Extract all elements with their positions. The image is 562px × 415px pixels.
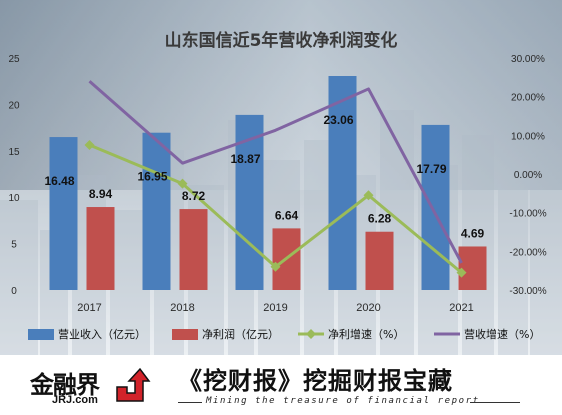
legend-label: 净利增速（%）	[328, 327, 404, 341]
bar-data-label: 17.79	[416, 162, 446, 176]
slogan-subtitle: Mining the treasure of financial report	[206, 396, 480, 406]
chart-panel: 山东国信近5年营收净利润变化 0 5 10 15 20 25 -30.00% -20.00%…	[0, 0, 562, 355]
bar	[86, 207, 115, 290]
brand-url: JRJ.com	[52, 394, 98, 406]
bar-data-label: 6.64	[275, 208, 299, 222]
right-tick-label: 10.00%	[511, 131, 545, 142]
left-axis: 0 5 10 15 20 25	[8, 54, 20, 297]
bar-data-label: 23.06	[323, 113, 353, 127]
left-tick-label: 15	[8, 147, 20, 158]
left-tick-label: 0	[11, 286, 17, 297]
bar	[179, 209, 208, 290]
bar	[235, 114, 264, 290]
x-tick-label: 2018	[170, 302, 194, 314]
footer-banner: 金融界 JRJ.com 《挖财报》挖掘财报宝藏 Mining the treas…	[0, 355, 562, 415]
line-marker	[363, 190, 374, 201]
skyline-building	[462, 135, 494, 355]
bar-data-label: 8.94	[89, 187, 113, 201]
legend-label: 营业收入（亿元）	[58, 327, 146, 341]
right-tick-label: -20.00%	[509, 247, 546, 258]
right-tick-label: -10.00%	[509, 209, 546, 220]
bar	[458, 246, 487, 290]
x-tick-label: 2021	[449, 302, 473, 314]
bar-data-labels: 16.48 16.95 18.87 23.06 17.79 8.94 8.72 6.64 6.2…	[44, 113, 484, 240]
chart: 山东国信近5年营收净利润变化 0 5 10 15 20 25 -30.00% -20.00%…	[0, 0, 562, 355]
right-axis: -30.00% -20.00% -10.00% 0.00% 10.00% 20.00% 30…	[509, 54, 546, 297]
slogan-rule-right	[470, 402, 520, 403]
legend-label: 净利润（亿元）	[202, 327, 279, 341]
series-line	[88, 80, 463, 264]
legend-swatch	[28, 329, 54, 340]
left-tick-label: 5	[11, 240, 17, 251]
slogan-rule-left	[178, 402, 202, 403]
x-axis: 2017 2018 2019 2020 2021	[77, 302, 473, 314]
x-tick-label: 2019	[263, 302, 287, 314]
bar	[365, 231, 394, 290]
legend-label: 营收增速（%）	[464, 327, 540, 341]
line-series	[84, 80, 467, 278]
bar-data-label: 4.69	[461, 226, 485, 240]
chart-title: 山东国信近5年营收净利润变化	[165, 30, 398, 51]
line-marker	[456, 267, 467, 278]
bar-data-label: 6.28	[368, 212, 392, 226]
chart-sky	[0, 0, 562, 190]
brand-arrow-icon	[116, 367, 151, 402]
bar	[328, 76, 357, 290]
line-marker	[177, 178, 188, 189]
brand-name: 金融界	[30, 370, 100, 399]
skyline-building	[498, 190, 528, 355]
right-tick-label: 0.00%	[514, 170, 542, 181]
chart-haze	[0, 0, 562, 355]
right-tick-label: 30.00%	[511, 54, 545, 65]
bar-data-label: 18.87	[230, 152, 260, 166]
x-tick-label: 2017	[77, 302, 101, 314]
bar-data-label: 16.48	[44, 174, 74, 188]
bar	[49, 137, 78, 290]
left-tick-label: 10	[8, 193, 20, 204]
slogan: 《挖财报》挖掘财报宝藏	[178, 366, 453, 395]
bar-series	[49, 76, 487, 290]
legend-swatch	[172, 329, 198, 340]
bar-data-label: 8.72	[182, 189, 206, 203]
line-marker	[270, 261, 281, 272]
bar-data-label: 16.95	[137, 170, 167, 184]
line-marker	[84, 140, 95, 150]
bar	[142, 132, 171, 290]
left-tick-label: 20	[8, 100, 20, 111]
left-tick-label: 25	[8, 54, 20, 65]
right-tick-label: 20.00%	[511, 93, 545, 104]
right-tick-label: -30.00%	[509, 286, 546, 297]
legend: 营业收入（亿元） 净利润（亿元） 净利增速（%） 营收增速（%）	[28, 327, 540, 341]
skyline-building	[530, 150, 562, 355]
bar	[421, 124, 450, 290]
legend-marker	[306, 329, 316, 339]
x-tick-label: 2020	[356, 302, 380, 314]
